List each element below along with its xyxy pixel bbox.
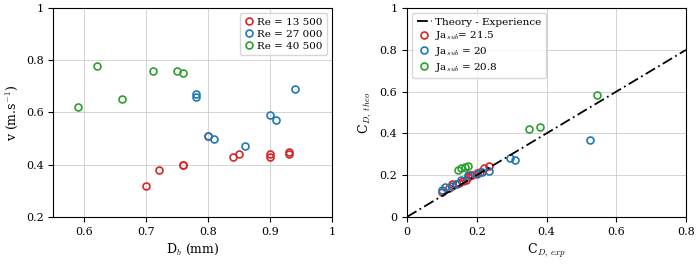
Y-axis label: C$_{D,\ theo}$: C$_{D,\ theo}$ (356, 91, 374, 134)
Legend: Re = 13 500, Re = 27 000, Re = 40 500: Re = 13 500, Re = 27 000, Re = 40 500 (240, 13, 327, 55)
X-axis label: D$_b$ (mm): D$_b$ (mm) (166, 242, 219, 257)
Y-axis label: v (m.s$^{-1}$): v (m.s$^{-1}$) (4, 84, 20, 141)
X-axis label: C$_{D,\ exp}$: C$_{D,\ exp}$ (527, 242, 566, 260)
Legend: Theory - Experience, Ja$_{sub}$= 21.5, Ja$_{sub}$ = 20, Ja$_{sub}$ = 20.8: Theory - Experience, Ja$_{sub}$= 21.5, J… (412, 13, 546, 78)
